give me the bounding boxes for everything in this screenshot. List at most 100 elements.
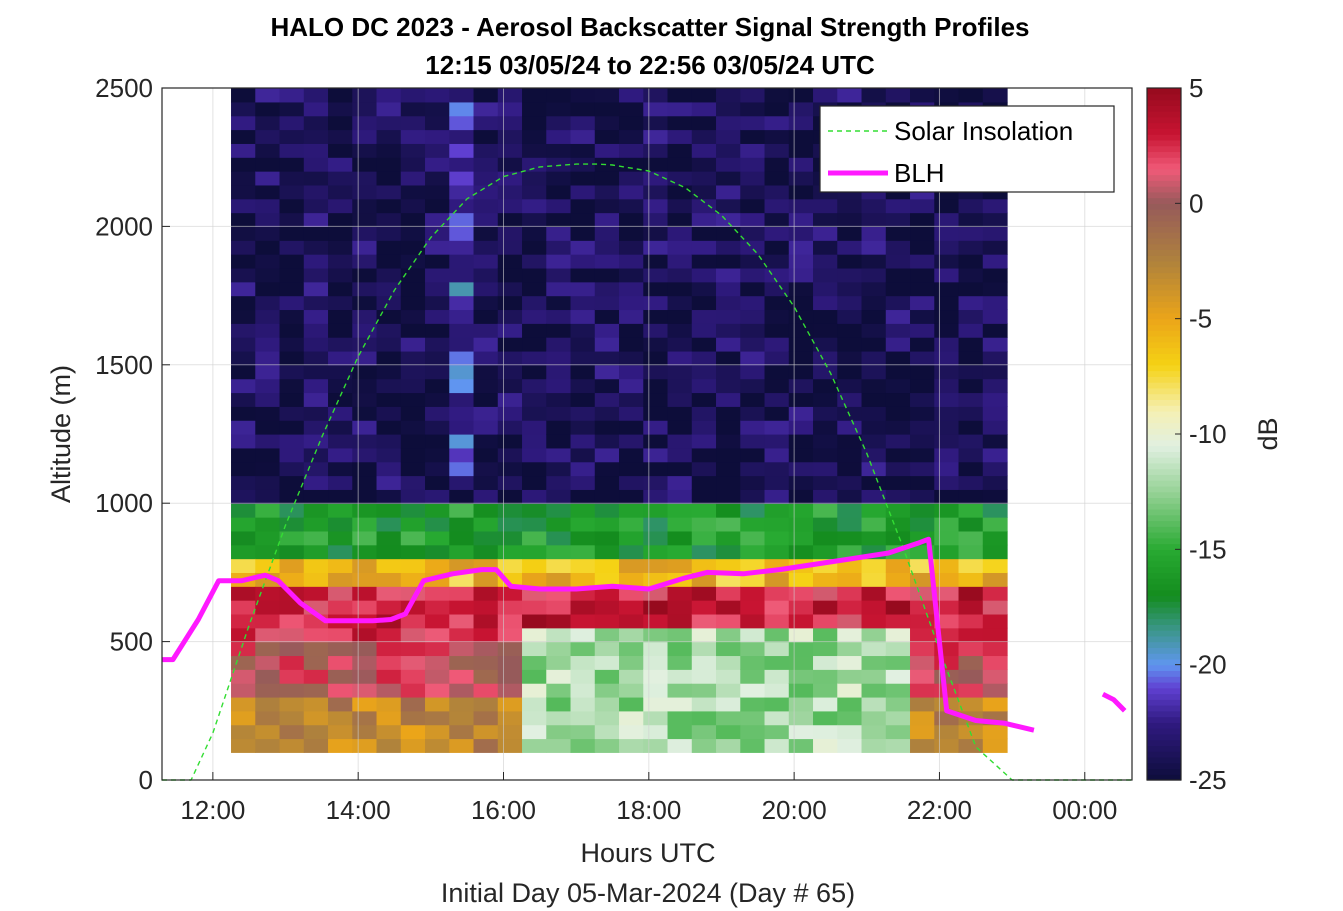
heatmap-cell [958, 406, 984, 421]
heatmap-cell [376, 586, 402, 601]
heatmap-cell [425, 683, 450, 698]
heatmap-cell [740, 157, 766, 172]
heatmap-cell [522, 281, 547, 297]
heatmap-cell [788, 212, 814, 227]
heatmap-cell [255, 613, 281, 629]
colorbar-segment [1147, 93, 1181, 101]
heatmap-cell [788, 655, 814, 670]
heatmap-cell [691, 226, 717, 241]
colorbar-segment [1147, 612, 1181, 620]
heatmap-cell [400, 655, 426, 670]
heatmap-cell [231, 420, 256, 435]
heatmap-cell [546, 447, 572, 463]
heatmap-cell [982, 461, 1008, 477]
heatmap-cell [279, 295, 305, 311]
heatmap-cell [352, 710, 378, 726]
heatmap-cell [764, 461, 790, 477]
heatmap-cell [764, 447, 790, 463]
heatmap-cell [546, 738, 572, 753]
heatmap-cell [934, 613, 960, 629]
heatmap-cell [594, 724, 620, 740]
heatmap-cell [449, 434, 475, 449]
heatmap-cell [376, 683, 402, 698]
heatmap-cell [691, 600, 717, 615]
colorbar-segment [1147, 641, 1181, 648]
heatmap-cell [594, 198, 620, 214]
heatmap-cell [885, 447, 911, 463]
heatmap-cell [885, 323, 911, 338]
heatmap-cell [546, 212, 572, 227]
heatmap-cell [449, 572, 475, 587]
colorbar-segment [1147, 445, 1181, 452]
heatmap-cell [643, 198, 669, 214]
heatmap-cell [449, 710, 475, 726]
heatmap-cell [643, 171, 669, 186]
heatmap-cell [619, 378, 644, 394]
y-tick-label: 1000 [95, 488, 153, 518]
heatmap-cell [497, 503, 523, 518]
heatmap-cell [279, 627, 305, 643]
heatmap-cell [691, 115, 717, 131]
heatmap-cell [352, 129, 378, 144]
heatmap-cell [861, 683, 887, 698]
heatmap-cell [619, 323, 644, 338]
heatmap-cell [522, 558, 547, 573]
heatmap-cell [764, 420, 790, 435]
heatmap-cell [425, 406, 450, 421]
heatmap-cell [231, 669, 256, 684]
heatmap-cell [352, 475, 378, 490]
heatmap-cell [522, 378, 547, 394]
heatmap-cell [764, 143, 790, 158]
heatmap-cell [303, 517, 329, 532]
heatmap-cell [473, 281, 499, 297]
heatmap-cell [279, 115, 305, 131]
heatmap-cell [740, 184, 766, 200]
heatmap-cell [619, 544, 644, 560]
heatmap-cell [934, 350, 960, 366]
colorbar-segment [1147, 416, 1181, 424]
heatmap-cell [570, 600, 596, 615]
heatmap-cell [352, 517, 378, 532]
heatmap-cell [449, 641, 475, 657]
heatmap-cell [885, 613, 911, 629]
heatmap-cell [643, 337, 669, 352]
heatmap-cell [788, 295, 814, 311]
heatmap-cell [691, 558, 717, 573]
heatmap-cell [279, 212, 305, 227]
heatmap-cell [231, 724, 256, 740]
heatmap-cell [813, 475, 838, 490]
colorbar-segment [1147, 307, 1181, 314]
colorbar-segment [1147, 393, 1181, 400]
heatmap-cell [788, 475, 814, 490]
heatmap-cell [328, 724, 353, 740]
heatmap-cell [691, 683, 717, 698]
colorbar-segment [1147, 457, 1181, 464]
heatmap-cell [813, 655, 838, 670]
heatmap-cell [255, 226, 281, 241]
heatmap-cell [837, 613, 863, 629]
heatmap-cell [255, 101, 281, 117]
heatmap-cell [861, 364, 887, 380]
heatmap-cell [522, 627, 547, 643]
heatmap-cell [958, 503, 984, 518]
heatmap-cell [279, 157, 305, 172]
colorbar-segment [1147, 589, 1181, 597]
heatmap-cell [958, 696, 984, 712]
heatmap-cell [982, 489, 1008, 504]
heatmap-cell [473, 530, 499, 546]
heatmap-cell [934, 337, 960, 352]
heatmap-cell [303, 115, 329, 131]
heatmap-cell [934, 724, 960, 740]
heatmap-cell [425, 157, 450, 172]
heatmap-cell [740, 530, 766, 546]
heatmap-cell [328, 323, 353, 338]
heatmap-cell [473, 198, 499, 214]
heatmap-cell [740, 350, 766, 366]
heatmap-cell [594, 295, 620, 311]
heatmap-cell [473, 295, 499, 311]
heatmap-cell [279, 710, 305, 726]
heatmap-cell [958, 544, 984, 560]
colorbar-segment [1147, 330, 1181, 337]
heatmap-cell [473, 600, 499, 615]
heatmap-cell [425, 420, 450, 435]
